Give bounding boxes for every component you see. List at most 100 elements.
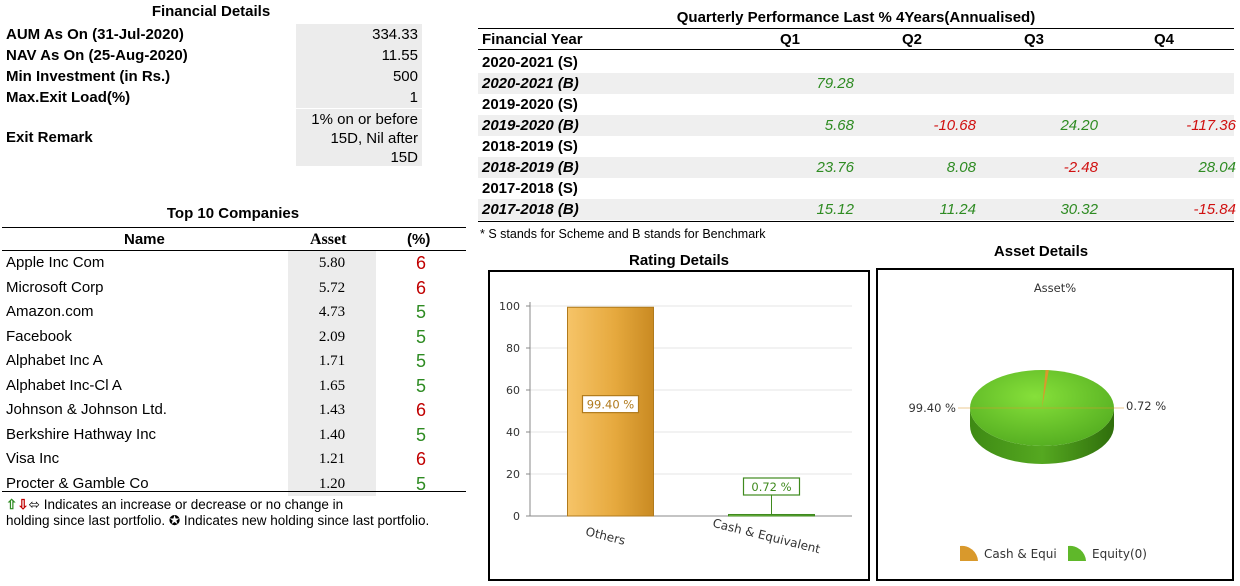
quarter-value-q4: 28.04 [1198, 159, 1236, 176]
top-10-header: Name Asset (%) [2, 227, 466, 251]
no-change-icon: ⬄ [28, 497, 40, 512]
company-asset: 1.43 [288, 398, 376, 423]
quarterly-row: 2020-2021 (B) 79.28 [478, 73, 1234, 94]
top-10-companies-panel: Top 10 Companies Name Asset (%) Apple In… [0, 203, 466, 533]
asset-details-title: Asset Details [993, 243, 1089, 260]
quarterly-row: 2019-2020 (S) [478, 94, 1234, 115]
company-asset: 2.09 [288, 324, 376, 349]
note-text: holding since last portfolio. [6, 513, 169, 528]
scheme-benchmark-note: * S stands for Scheme and B stands for B… [480, 227, 766, 241]
company-pct: 6 [415, 400, 426, 420]
rating-details-chart: 0 20 40 60 80 100 99.40 % Others 0.72 % Cash & Eq… [488, 270, 870, 581]
data-label: 99.40 % [587, 398, 635, 412]
financial-details-title: Financial Details [151, 3, 271, 20]
x-category-label: Others [584, 524, 627, 547]
financial-year: 2018-2019 (B) [482, 159, 579, 176]
fin-value: 334.33 [296, 24, 422, 45]
rating-bar-chart-svg: 0 20 40 60 80 100 99.40 % Others 0.72 % Cash & Eq… [499, 300, 852, 556]
legend-swatch-icon [960, 545, 978, 561]
company-pct: 5 [415, 302, 426, 322]
financial-year: 2017-2018 (S) [482, 180, 578, 197]
company-name: Alphabet Inc-Cl A [6, 376, 122, 394]
company-name: Facebook [6, 327, 72, 345]
y-tick-label: 20 [506, 468, 520, 481]
quarter-value-q1: 15.12 [816, 201, 854, 218]
company-pct: 5 [415, 473, 426, 494]
top-10-title: Top 10 Companies [166, 205, 300, 222]
company-name: Berkshire Hathway Inc [6, 425, 157, 443]
new-holding-icon: ✪ [168, 513, 181, 528]
pie-data-label: 99.40 % [908, 401, 956, 415]
arrow-down-icon: ⇩ [17, 497, 29, 512]
asset-pie-chart-svg: Asset% 99.40 % 0.72 % Cash & Equi Equity(0) [908, 281, 1166, 561]
quarterly-header: Financial Year Q1 Q2 Q3 Q4 [478, 28, 1234, 50]
company-name: Amazon.com [6, 303, 94, 320]
exit-remark-line: 15D, Nil after [330, 130, 418, 147]
quarter-value-q1: 79.28 [816, 75, 854, 92]
header-q3: Q3 [1024, 31, 1045, 48]
header-q4: Q4 [1154, 31, 1175, 48]
header-q1: Q1 [780, 31, 801, 48]
company-asset: 1.20 [288, 471, 376, 496]
company-pct: 6 [415, 253, 426, 273]
company-asset: 1.71 [288, 349, 376, 374]
fin-label: NAV As On (25-Aug-2020) [6, 47, 188, 64]
pie-data-label: 0.72 % [1126, 399, 1166, 413]
header-name: Name [124, 231, 165, 248]
holding-legend-note: ⇧⇩⬄ Indicates an increase or decrease or… [6, 497, 468, 529]
quarterly-bottom-rule [478, 221, 1234, 222]
header-financial-year: Financial Year [482, 31, 583, 48]
fin-row-min-investment: Min Investment (in Rs.) 500 [0, 66, 422, 87]
company-asset: 1.21 [288, 447, 376, 472]
company-row: Apple Inc Com 5.80 6 [2, 251, 466, 276]
fin-value: 500 [296, 66, 422, 87]
fin-value: 11.55 [296, 45, 422, 66]
quarter-value-q4: -15.84 [1193, 201, 1236, 218]
company-row: Procter & Gamble Co 1.20 5 [2, 471, 466, 496]
x-category-label: Cash & Equivalent [711, 516, 822, 556]
quarter-value-q2: 11.24 [939, 201, 976, 218]
exit-remark-label: Exit Remark [6, 129, 93, 146]
financial-year: 2018-2019 (S) [482, 138, 578, 155]
company-pct: 5 [415, 424, 426, 445]
y-tick-label: 60 [506, 384, 520, 397]
rating-details-title: Rating Details [628, 252, 730, 269]
quarter-value-q2: 8.08 [946, 159, 976, 176]
company-name: Alphabet Inc A [6, 352, 103, 369]
header-asset: Asset [310, 231, 347, 248]
company-name: Microsoft Corp [6, 278, 104, 296]
quarterly-row: 2018-2019 (S) [478, 136, 1234, 157]
quarter-value-q2: -10.68 [933, 117, 976, 134]
company-row: Berkshire Hathway Inc 1.40 5 [2, 422, 466, 447]
quarterly-row: 2020-2021 (S) [478, 52, 1234, 73]
fin-row-exit-load: Max.Exit Load(%) 1 [0, 87, 422, 108]
note-text: Indicates an increase or decrease or no … [39, 497, 344, 512]
fin-label: Max.Exit Load(%) [6, 89, 131, 106]
quarterly-row: 2019-2020 (B) 5.68 -10.68 24.20 -117.36 [478, 115, 1236, 136]
quarterly-row: 2017-2018 (B) 15.12 11.24 30.32 -15.84 [478, 199, 1236, 220]
company-asset: 5.80 [288, 251, 376, 276]
company-name: Apple Inc Com [6, 254, 105, 271]
quarterly-title: Quarterly Performance Last % 4Years(Annu… [676, 9, 1036, 26]
exit-remark-value: 1% on or before 15D, Nil after 15D [296, 109, 422, 166]
fin-label: Min Investment (in Rs.) [6, 68, 171, 85]
legend-swatch-icon [1068, 545, 1086, 561]
company-asset: 5.72 [288, 275, 376, 300]
company-pct: 5 [415, 351, 426, 371]
quarter-value-q3: -2.48 [1063, 159, 1098, 176]
company-asset: 4.73 [288, 300, 376, 325]
company-asset: 1.40 [288, 422, 376, 447]
financial-year: 2020-2021 (S) [482, 54, 578, 71]
pie-slice-cash [1042, 370, 1049, 408]
legend-entry: Equity(0) [1092, 547, 1147, 561]
company-row: Facebook 2.09 5 [2, 324, 466, 349]
company-row: Alphabet Inc-Cl A 1.65 5 [2, 373, 466, 398]
quarterly-row: 2018-2019 (B) 23.76 8.08 -2.48 28.04 [478, 157, 1236, 178]
company-row: Visa Inc 1.21 6 [2, 447, 466, 472]
company-pct: 6 [415, 277, 426, 298]
y-tick-label: 80 [506, 342, 520, 355]
financial-year: 2019-2020 (B) [482, 117, 579, 134]
data-label-box [581, 395, 640, 414]
quarterly-performance-panel: Quarterly Performance Last % 4Years(Annu… [478, 0, 1236, 246]
legend-entry: Cash & Equi [984, 547, 1057, 561]
